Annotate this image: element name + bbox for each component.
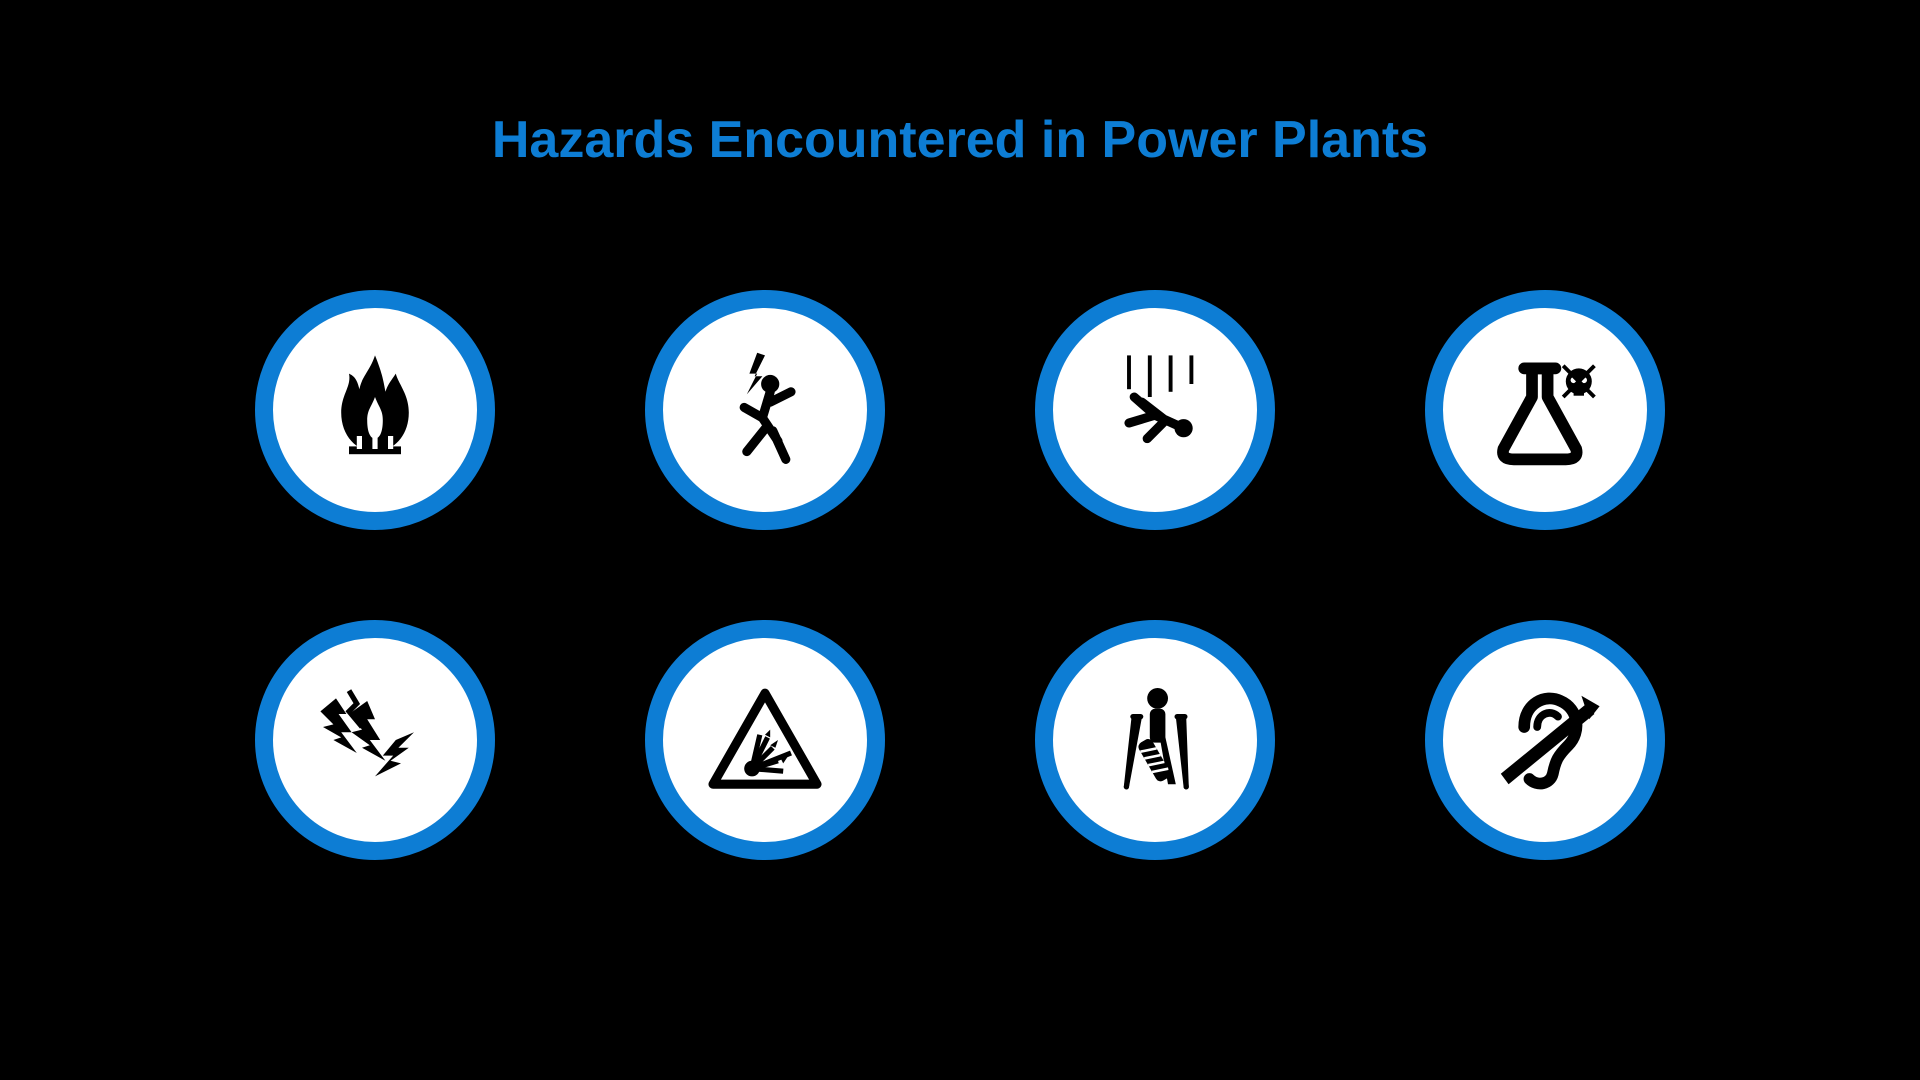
hazard-falling bbox=[1035, 290, 1275, 530]
slide-title: Hazards Encountered in Power Plants bbox=[0, 110, 1920, 170]
slide: Hazards Encountered in Power Plants bbox=[0, 0, 1920, 1080]
hazard-injury bbox=[1035, 620, 1275, 860]
arc-flash-icon bbox=[310, 675, 440, 805]
hazard-fire bbox=[255, 290, 495, 530]
hazard-electric-shock bbox=[645, 290, 885, 530]
hazard-explosion bbox=[645, 620, 885, 860]
falling-hazard-icon bbox=[1090, 345, 1220, 475]
hazard-grid bbox=[240, 290, 1680, 860]
physical-injury-icon bbox=[1090, 675, 1220, 805]
hearing-hazard-icon bbox=[1480, 675, 1610, 805]
electric-shock-icon bbox=[700, 345, 830, 475]
toxic-chemicals-icon bbox=[1480, 345, 1610, 475]
hazard-arc-flash bbox=[255, 620, 495, 860]
hazard-hearing bbox=[1425, 620, 1665, 860]
hazard-toxic-chemicals bbox=[1425, 290, 1665, 530]
explosion-hazard-icon bbox=[700, 675, 830, 805]
fire-hazard-icon bbox=[310, 345, 440, 475]
